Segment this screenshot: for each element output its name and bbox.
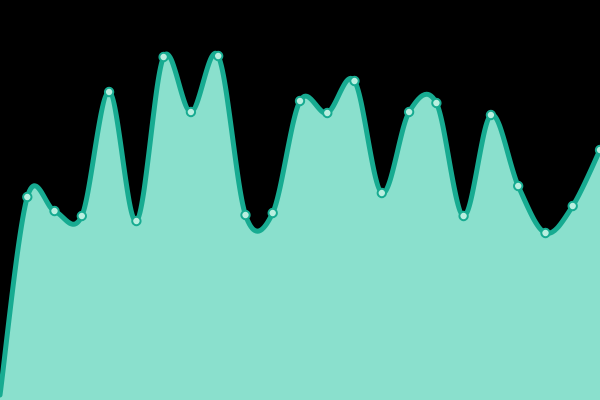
data-point-marker — [540, 227, 551, 239]
data-point-marker — [76, 210, 88, 222]
data-point-marker — [349, 75, 360, 87]
data-point-marker — [22, 191, 33, 203]
data-point-marker — [431, 97, 442, 109]
data-point-marker — [567, 200, 578, 212]
data-point-marker — [322, 107, 333, 119]
data-point-marker — [240, 209, 251, 221]
data-point-marker — [485, 109, 497, 121]
data-point-marker — [185, 106, 197, 118]
data-point-marker — [458, 210, 469, 222]
data-point-marker — [49, 205, 60, 217]
data-point-marker — [376, 187, 387, 199]
data-point-marker — [213, 50, 224, 62]
data-point-marker — [294, 95, 306, 107]
chart-series-group — [0, 50, 600, 400]
data-point-marker — [594, 144, 600, 156]
data-point-marker — [513, 180, 524, 192]
data-point-marker — [267, 207, 278, 219]
data-point-marker — [103, 86, 115, 98]
data-point-marker — [403, 106, 415, 118]
area-fill — [0, 53, 600, 400]
data-point-marker — [158, 51, 169, 63]
data-point-marker — [131, 215, 142, 227]
